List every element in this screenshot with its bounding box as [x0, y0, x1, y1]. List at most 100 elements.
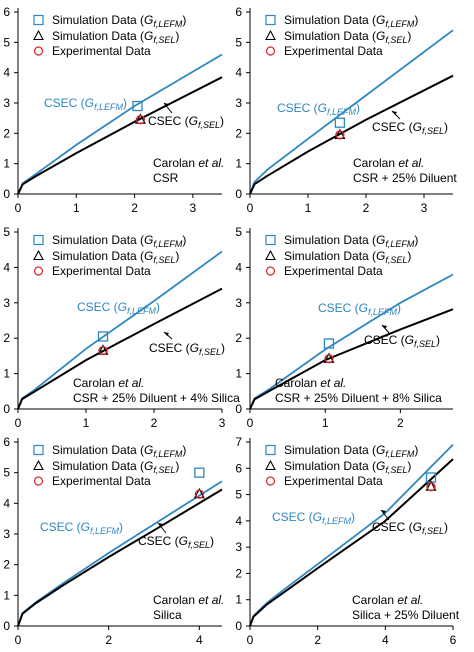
- series-line-sel: [17, 287, 223, 410]
- y-tick-label: 2: [235, 566, 242, 580]
- curve-label-lefm: CSEC (Gf,LEFM): [277, 101, 360, 117]
- x-tick-label: 3: [421, 201, 428, 215]
- legend-entry-experimental: Experimental Data: [284, 264, 383, 278]
- annotation-author: Carolan et al.: [353, 156, 424, 170]
- y-tick-label: 6: [3, 5, 10, 19]
- legend-square-marker: [265, 14, 276, 26]
- legend-entry-experimental: Experimental Data: [52, 264, 151, 278]
- chart-panel-3: 0 1 2 3 4 5 0 1 2 3 Simulation Data (Gf,LEFM)Simul…: [3, 225, 240, 430]
- y-tick-label: 6: [235, 5, 242, 19]
- y-tick-label: 1: [3, 367, 10, 381]
- series-line-sel: [17, 488, 223, 627]
- x-tick-label: 1: [305, 201, 312, 215]
- annotation-author: Carolan et al.: [153, 593, 224, 607]
- legend-triangle-marker: [265, 249, 276, 261]
- annotation-author: Carolan et al.: [73, 376, 144, 390]
- y-tick-label: 3: [3, 527, 10, 541]
- curve-label-sel: CSEC (Gf,SEL): [138, 534, 214, 550]
- marker-experimental: [426, 482, 436, 492]
- series-line-sel: [249, 308, 454, 410]
- annotation-material: CSR + 25% Diluent: [353, 171, 457, 185]
- y-tick-label: 3: [3, 96, 10, 110]
- annotation-author: Carolan et al.: [275, 376, 346, 390]
- curve-label-lefm: CSEC (Gf,LEFM): [272, 510, 355, 526]
- x-tick-label: 2: [151, 416, 158, 430]
- y-tick-label: 5: [3, 35, 10, 49]
- y-tick-label: 3: [235, 296, 242, 310]
- legend-square-marker: [33, 14, 44, 26]
- x-tick-label: 4: [382, 633, 389, 647]
- legend-entry-sim-sel: Simulation Data (Gf,SEL): [52, 459, 179, 475]
- annotation-author: Carolan et al.: [352, 593, 423, 607]
- y-tick-label: 5: [3, 225, 10, 239]
- legend-circle-marker: [33, 476, 44, 486]
- chart-panel-6: 0 1 2 3 4 5 6 7 0 2 4 6 Simulation Data (Gf,LEFM)Sim…: [235, 435, 459, 647]
- y-tick-label: 6: [235, 461, 242, 475]
- marker-sim-lefm: [97, 331, 109, 342]
- x-tick-label: 1: [83, 416, 90, 430]
- x-tick-label: 6: [450, 633, 457, 647]
- y-tick-label: 2: [3, 558, 10, 572]
- legend-triangle-marker: [33, 459, 44, 471]
- y-tick-label: 2: [235, 331, 242, 345]
- x-tick-label: 0: [247, 416, 254, 430]
- legend-circle-marker: [265, 266, 276, 276]
- x-tick-label: 3: [219, 416, 226, 430]
- x-tick-label: 0: [15, 201, 22, 215]
- y-tick-label: 3: [235, 540, 242, 554]
- legend-triangle-marker: [265, 29, 276, 41]
- x-tick-label: 2: [314, 633, 321, 647]
- marker-experimental: [335, 130, 345, 140]
- y-tick-label: 0: [235, 402, 242, 416]
- legend-entry-sim-lefm: Simulation Data (Gf,LEFM): [284, 233, 418, 249]
- label-arrow-head: [164, 332, 169, 336]
- y-tick-label: 1: [235, 593, 242, 607]
- y-tick-label: 4: [235, 260, 242, 274]
- x-tick-label: 3: [190, 201, 197, 215]
- annotation-material: CSR + 25% Diluent + 8% Silica: [275, 391, 442, 405]
- chart-panel-2: 0 1 2 3 4 5 6 0 1 2 3 Simulation Data (Gf,LEFM)Simu…: [235, 5, 457, 215]
- y-tick-label: 6: [3, 435, 10, 449]
- y-tick-label: 4: [3, 496, 10, 510]
- y-tick-label: 1: [235, 157, 242, 171]
- y-tick-label: 3: [235, 96, 242, 110]
- label-arrow-head: [158, 523, 163, 527]
- y-tick-label: 0: [3, 402, 10, 416]
- y-tick-label: 4: [235, 514, 242, 528]
- curve-label-sel: CSEC (Gf,SEL): [149, 341, 225, 357]
- legend-entry-sim-sel: Simulation Data (Gf,SEL): [284, 249, 411, 265]
- y-tick-label: 5: [235, 488, 242, 502]
- y-tick-label: 4: [3, 66, 10, 80]
- curve-label-sel: CSEC (Gf,SEL): [148, 114, 224, 130]
- x-tick-label: 2: [105, 633, 112, 647]
- legend-triangle-marker: [33, 29, 44, 41]
- series-line-sel: [249, 74, 454, 195]
- legend-entry-sim-lefm: Simulation Data (Gf,LEFM): [52, 443, 186, 459]
- x-tick-label: 0: [247, 201, 254, 215]
- x-tick-label: 1: [322, 416, 329, 430]
- curve-label-sel: CSEC (Gf,SEL): [364, 333, 440, 349]
- legend-entry-experimental: Experimental Data: [52, 474, 151, 488]
- legend-circle-marker: [265, 476, 276, 486]
- y-tick-label: 0: [3, 619, 10, 633]
- y-tick-label: 5: [3, 466, 10, 480]
- legend-entry-experimental: Experimental Data: [284, 44, 383, 58]
- x-tick-label: 4: [196, 633, 203, 647]
- legend-entry-experimental: Experimental Data: [52, 44, 151, 58]
- x-tick-label: 2: [397, 416, 404, 430]
- y-tick-label: 2: [235, 126, 242, 140]
- curve-label-lefm: CSEC (Gf,LEFM): [44, 96, 127, 112]
- y-tick-label: 3: [3, 296, 10, 310]
- series-line-sel: [17, 76, 223, 195]
- legend-circle-marker: [265, 46, 276, 56]
- legend-entry-sim-sel: Simulation Data (Gf,SEL): [52, 29, 179, 45]
- legend-entry-sim-lefm: Simulation Data (Gf,LEFM): [284, 443, 418, 459]
- marker-sim-lefm: [323, 338, 335, 349]
- legend-entry-experimental: Experimental Data: [284, 474, 383, 488]
- annotation-material: Silica: [153, 608, 182, 622]
- x-tick-label: 2: [363, 201, 370, 215]
- marker-experimental: [194, 489, 204, 499]
- y-tick-label: 2: [3, 126, 10, 140]
- curve-label-sel: CSEC (Gf,SEL): [372, 120, 448, 136]
